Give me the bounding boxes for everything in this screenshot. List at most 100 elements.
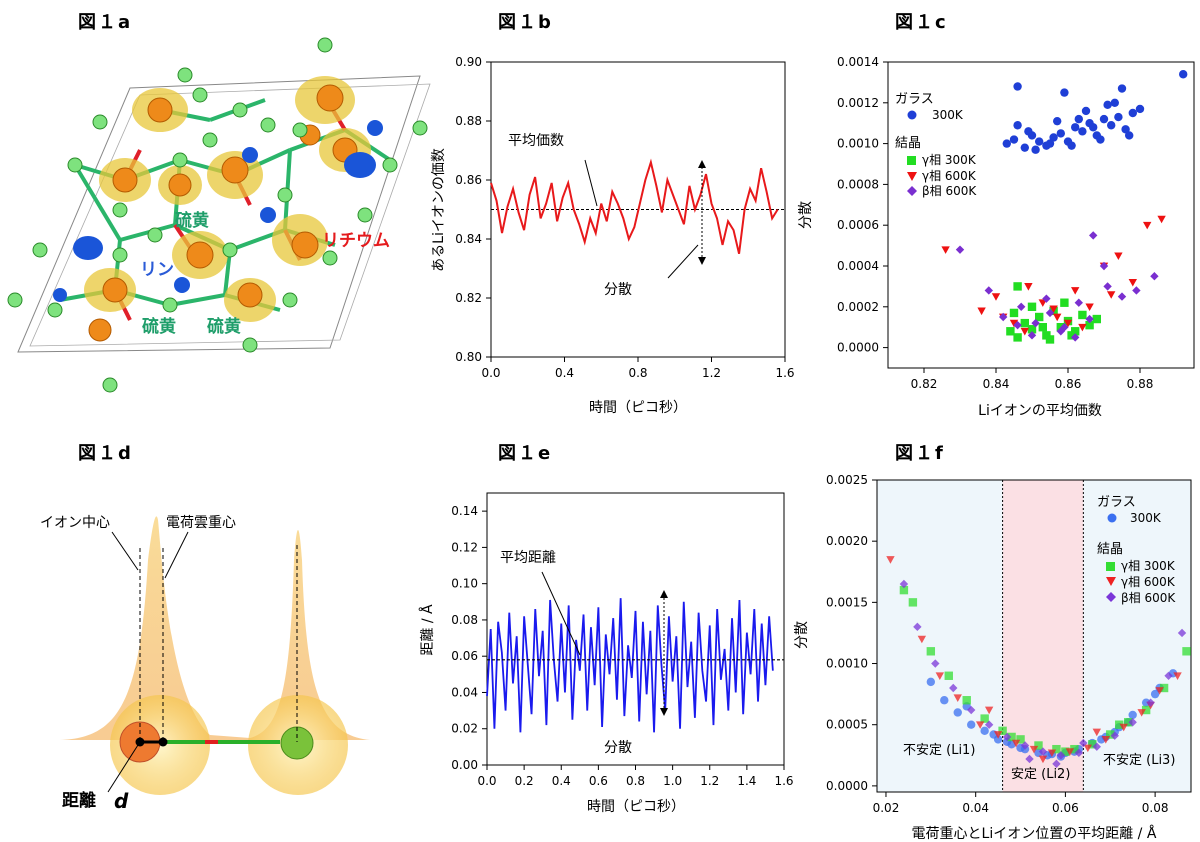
chart-c-points	[941, 70, 1188, 344]
scatter-point	[1083, 744, 1093, 753]
scatter-point	[1034, 741, 1043, 750]
chart-e-annot-var: 分散	[604, 740, 632, 756]
chart-c-legend-300k: 300K	[932, 108, 964, 122]
xtick-label: 0.86	[1055, 377, 1082, 391]
panel-b-title: 図１b	[498, 12, 553, 33]
scatter-point	[899, 585, 909, 595]
chart-c-legend-marker-b600	[907, 186, 917, 196]
scatter-point	[1045, 139, 1055, 148]
label-sulfur-1: 硫黄	[175, 210, 209, 231]
scatter-point	[1060, 88, 1069, 97]
chart-b-ylabel: あるLiイオンの価数	[431, 148, 447, 272]
scatter-point	[1027, 325, 1037, 334]
label-d: d	[114, 789, 129, 813]
scatter-point	[1065, 748, 1075, 756]
scatter-point	[1052, 759, 1061, 769]
chart-c-legend-g300: γ相 300K	[922, 153, 977, 167]
chart-c-ylabel: 分散	[798, 201, 814, 229]
ytick-label: 0.0025	[826, 473, 868, 487]
scatter-point	[1056, 751, 1066, 760]
chart-e-annot-mean-arrow	[541, 571, 581, 656]
scatter-point	[1117, 84, 1127, 93]
ytick-label: 0.12	[451, 540, 478, 554]
chart-f: 電荷重心とLiイオン位置の平均距離 / Å 分散 0.02 0.04 0.06 0.0…	[794, 473, 1192, 842]
scatter-point	[1089, 231, 1098, 240]
scatter-point	[1074, 114, 1084, 124]
scatter-point	[993, 731, 1003, 739]
scatter-point	[1099, 261, 1109, 271]
scatter-point	[1042, 294, 1051, 303]
chart-e-var-arrow-up	[660, 590, 668, 598]
xtick-label: 0.84	[983, 377, 1010, 391]
ytick-label: 0.0010	[826, 657, 868, 671]
chart-f-legend-b600: β相 600K	[1121, 591, 1176, 605]
label-phosphorus: リン	[140, 260, 174, 280]
scatter-point	[1031, 145, 1040, 154]
label-distance: 距離	[62, 790, 96, 811]
xtick-label: 0.04	[962, 801, 989, 815]
scatter-point	[886, 556, 895, 564]
scatter-point	[1081, 106, 1091, 116]
scatter-point	[1179, 70, 1188, 79]
scatter-point	[1031, 318, 1040, 328]
scatter-point	[1078, 127, 1087, 136]
scatter-point	[1020, 741, 1030, 750]
chart-b-var-arrow-down	[698, 257, 706, 265]
chart-f-legend: ガラス 300K 結晶 γ相 300K γ相 600K β相 600K	[1097, 495, 1176, 605]
scatter-point	[1049, 133, 1058, 142]
chart-b-annot-mean: 平均価数	[508, 133, 564, 149]
scatter-point	[967, 705, 976, 715]
chart-f-frame	[876, 479, 1192, 793]
xtick-label: 0.88	[1127, 377, 1154, 391]
xtick-label: 0.8	[628, 366, 647, 380]
chart-c-legend: ガラス 300K 結晶 γ相 300K γ相 600K β相 600K	[895, 92, 977, 198]
ytick-label: 0.0000	[826, 779, 868, 793]
chart-e-var-arrow-down	[660, 708, 668, 716]
scatter-point	[1177, 628, 1187, 638]
ytick-label: 0.90	[455, 55, 482, 69]
scatter-point	[1092, 728, 1101, 737]
ytick-label: 0.0012	[837, 96, 879, 110]
scatter-point	[1071, 287, 1080, 295]
scatter-point	[1013, 121, 1022, 130]
scatter-point	[913, 622, 922, 632]
scatter-point	[908, 598, 918, 607]
chart-c-legend-marker-300k	[907, 110, 917, 120]
scatter-point	[1096, 135, 1105, 144]
scatter-point	[1155, 687, 1164, 695]
scatter-point	[926, 677, 936, 687]
scatter-point	[1024, 127, 1033, 136]
chart-c-xlabel: Liイオンの平均価数	[978, 403, 1102, 419]
chart-f-legend-marker-300k	[1107, 513, 1117, 523]
label-sulfur-2: 硫黄	[142, 316, 176, 337]
ytick-label: 0.04	[451, 685, 478, 699]
chart-b-annot-mean-arrow	[584, 159, 598, 207]
scatter-point	[1128, 108, 1138, 118]
chart-f-points	[886, 556, 1191, 769]
ytick-label: 0.0002	[837, 300, 879, 314]
chart-b: 時間（ピコ秒） あるLiイオンの価数 0.0 0.4 0.8 1.2 1.6 0.800…	[431, 55, 795, 416]
scatter-point	[1150, 689, 1160, 699]
scatter-point	[1128, 278, 1137, 287]
scatter-point	[1182, 647, 1191, 656]
xtick-label: 0.08	[1142, 801, 1169, 815]
xtick-label: 0.4	[552, 774, 571, 788]
ytick-label: 0.0020	[826, 534, 868, 548]
xtick-label: 0.8	[626, 774, 645, 788]
xtick-label: 0.0	[477, 774, 496, 788]
scatter-point	[1115, 720, 1124, 729]
scatter-point	[1067, 331, 1076, 340]
scatter-point	[1053, 116, 1062, 126]
ytick-label: 0.06	[451, 649, 478, 663]
scatter-point	[1078, 323, 1087, 332]
scatter-point	[1141, 705, 1151, 715]
label-sulfur-3: 硫黄	[207, 316, 241, 337]
scatter-point	[944, 671, 953, 680]
ytick-label: 0.10	[451, 577, 478, 591]
xtick-label: 1.6	[775, 366, 794, 380]
chart-b-annot-var: 分散	[604, 282, 632, 298]
scatter-point	[1071, 333, 1080, 342]
ytick-label: 0.82	[455, 291, 482, 305]
chart-c-xticks: 0.82 0.84 0.86 0.88	[911, 368, 1154, 391]
scatter-point	[1110, 731, 1119, 740]
